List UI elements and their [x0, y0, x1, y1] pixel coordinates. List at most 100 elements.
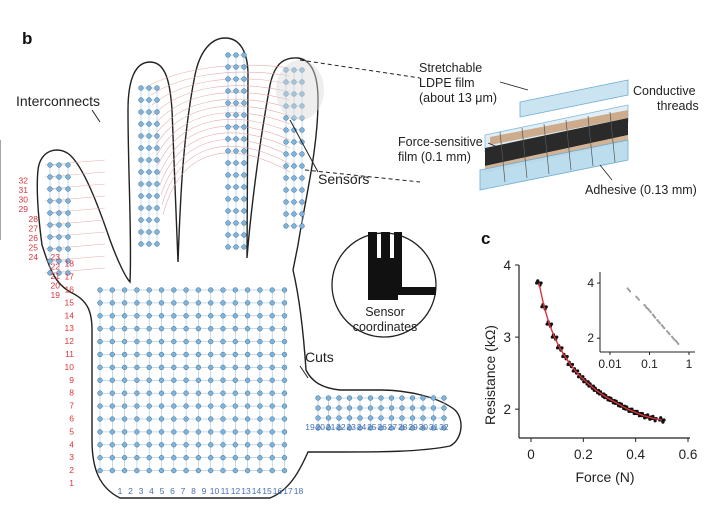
sensor-dot — [232, 403, 238, 409]
sensor-dot — [388, 415, 395, 421]
sensor-dot — [257, 287, 263, 293]
sensor-dot — [65, 234, 71, 240]
sensor-dot — [97, 287, 103, 293]
sensor-dot — [97, 338, 103, 345]
sensor-dot — [388, 395, 395, 401]
sensor-dot — [346, 425, 353, 431]
sensor-dot — [171, 416, 177, 422]
adhesive-layer — [479, 139, 629, 191]
sensor-dot — [134, 442, 140, 448]
sensor-dot — [346, 405, 353, 411]
sensor-dot — [97, 300, 103, 306]
sensor-dot — [281, 377, 288, 383]
column-number: 11 — [221, 486, 230, 496]
sensor-dot — [233, 232, 239, 238]
sensor-dot — [158, 338, 165, 345]
interconnects-label: Interconnects — [16, 93, 100, 109]
sensor-dot — [109, 429, 115, 435]
sensor-dot — [109, 313, 115, 319]
sensor-dot — [146, 351, 152, 358]
sensor-dot — [146, 229, 152, 235]
sensor-dot — [195, 300, 202, 306]
sensor-dot — [283, 115, 289, 121]
sensor-dot — [47, 174, 53, 180]
sensor-dot — [97, 467, 103, 474]
inset-point — [626, 287, 629, 290]
sensor-dot — [244, 442, 251, 448]
sensor-dot — [399, 395, 405, 401]
sensor-dot — [244, 338, 251, 345]
sensor-dot — [154, 133, 160, 139]
sensor-dot — [121, 467, 128, 474]
inset-point — [644, 305, 647, 308]
sensor-dot — [47, 222, 53, 228]
sensor-dot — [220, 416, 226, 422]
column-number: 25 — [367, 422, 377, 432]
sensor-dot — [244, 403, 251, 409]
sensor-dot — [233, 148, 239, 154]
sensor-dot — [208, 326, 214, 332]
sensor-dot — [97, 326, 103, 332]
interconnect-trace — [153, 92, 291, 126]
sensor-dot — [220, 364, 226, 371]
sensor-dot — [220, 467, 226, 474]
row-number: 21 — [51, 271, 61, 281]
interconnect-trace — [162, 152, 291, 216]
sensor-dot — [225, 64, 231, 70]
sensor-dot — [225, 124, 231, 130]
sensor-dot — [281, 364, 288, 371]
sensor-dot — [47, 270, 53, 276]
sensor-dot — [378, 415, 384, 421]
sensor-dot — [109, 351, 115, 358]
sensor-dot — [257, 429, 263, 435]
sensor-dot — [183, 351, 189, 358]
sensor-dot — [158, 313, 165, 319]
sensor-dot — [146, 145, 152, 151]
sensor-dot — [281, 313, 288, 319]
sensor-dot — [146, 181, 152, 187]
sensor-dot — [158, 455, 165, 461]
sensor-dot — [183, 467, 189, 474]
sensor-dot — [220, 338, 226, 345]
sensor-dot — [134, 287, 140, 293]
column-number: 18 — [294, 486, 304, 496]
row-number: 24 — [29, 252, 39, 262]
inset-point — [658, 322, 661, 325]
sensor-dot — [233, 136, 239, 142]
sensor-dot — [399, 425, 405, 431]
sensor-dot — [281, 390, 288, 396]
force-film-label-line1: Force-sensitive — [398, 135, 483, 149]
sensor-dot — [154, 229, 160, 235]
sensor-dot — [232, 326, 238, 332]
sensor-dot — [336, 415, 342, 421]
sensor-dot — [195, 313, 202, 319]
force-film-pointer — [487, 142, 501, 149]
sensor-dot — [97, 403, 103, 409]
row-number: 12 — [65, 336, 75, 346]
inset-point — [656, 319, 659, 322]
sensor-dot — [283, 163, 289, 169]
sensor-dot — [146, 300, 152, 306]
sensor-dot — [388, 425, 395, 431]
sensor-dot — [183, 326, 189, 332]
sensor-dot — [409, 425, 416, 431]
sensor-dot — [146, 217, 152, 223]
interconnect-trace — [44, 183, 106, 190]
sensor-dot — [241, 184, 247, 190]
film-pointer — [499, 81, 529, 91]
sensor-dot — [257, 300, 263, 306]
sensor-dot — [138, 121, 144, 127]
interconnect-trace — [151, 78, 291, 106]
sensor-dot — [291, 79, 297, 85]
panel-c-letter: c — [481, 229, 490, 248]
sensor-dot — [225, 148, 231, 154]
sensor-dot — [420, 395, 426, 401]
sensor-dot — [208, 351, 214, 358]
ldpe-film-top — [519, 79, 629, 118]
sensor-dot — [138, 169, 144, 175]
sensor-dot — [65, 174, 71, 180]
sensor-dot — [299, 103, 305, 109]
sensor-dot — [283, 127, 289, 133]
sensor-dot — [134, 351, 140, 358]
sensor-dot — [138, 205, 144, 211]
